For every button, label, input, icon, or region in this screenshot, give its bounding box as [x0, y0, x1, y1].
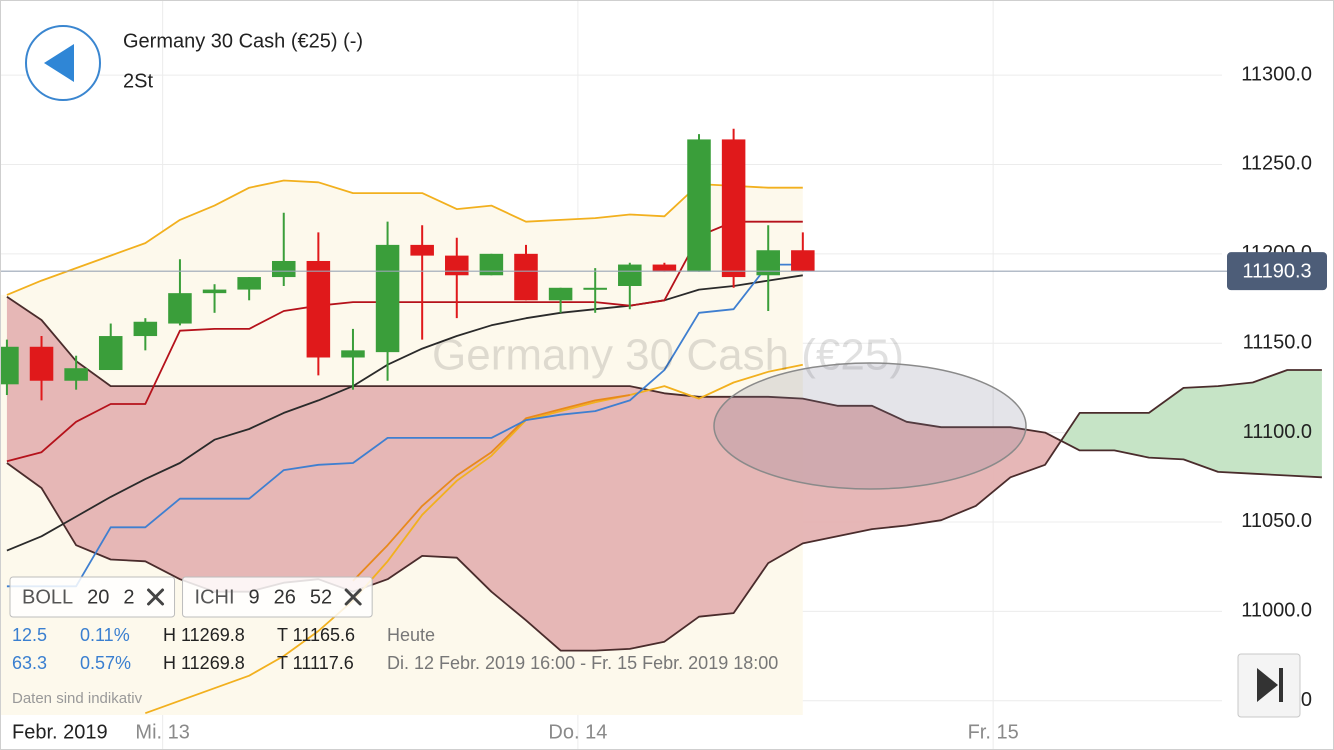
chip-param[interactable]: 9	[249, 586, 260, 608]
plot-area: Germany 30 Cash (€25)	[0, 74, 1322, 715]
info-cell: 0.11%	[80, 625, 130, 645]
info-cell: T 11165.6	[277, 625, 355, 645]
disclaimer: Daten sind indikativ	[12, 690, 143, 707]
candle-body	[306, 260, 331, 358]
candle-body	[583, 287, 607, 290]
info-cell: H 11269.8	[163, 625, 245, 645]
candle-body	[64, 368, 88, 381]
candle-body	[168, 293, 192, 324]
interval-label: 2St	[123, 70, 153, 92]
y-tick-label: 11150.0	[1243, 331, 1312, 353]
jump-icon-bar[interactable]	[1279, 668, 1283, 702]
info-cell: Heute	[387, 625, 435, 645]
chip-box[interactable]	[182, 576, 373, 618]
candle-body	[687, 139, 711, 272]
candle-body	[514, 253, 538, 301]
indicator-chip[interactable]: BOLL 20 2	[9, 576, 176, 618]
candle-body	[756, 250, 780, 276]
back-arrow-icon[interactable]	[44, 44, 74, 82]
ui-layer: Germany 30 Cash (€25) (-) 2St 10950.0110…	[9, 25, 1327, 743]
y-tick-label: 11250.0	[1241, 153, 1312, 175]
watermark: Germany 30 Cash (€25)	[432, 331, 904, 380]
chip-param[interactable]: 52	[310, 586, 332, 608]
y-tick-label: 11100.0	[1243, 421, 1312, 443]
chip-param[interactable]: 2	[123, 586, 134, 608]
candle-body	[791, 250, 815, 272]
x-tick-label: Mi. 13	[135, 721, 189, 743]
indicator-line	[6, 220, 803, 463]
close-x[interactable]	[344, 588, 362, 606]
close-x[interactable]	[147, 588, 165, 606]
indicator-line	[352, 394, 630, 582]
indicator-line	[6, 274, 803, 552]
candle-body	[271, 260, 296, 278]
info-cell: 12.5	[12, 625, 47, 645]
candle-body	[341, 350, 365, 358]
indicator-line	[6, 179, 803, 296]
candle-body	[237, 277, 261, 290]
jump-icon[interactable]	[1257, 668, 1278, 702]
candle-body	[98, 336, 123, 371]
indicator-line	[144, 363, 803, 715]
info-cell: Di. 12 Febr. 2019 16:00 - Fr. 15 Febr. 2…	[387, 653, 778, 673]
chip-name[interactable]: BOLL	[22, 586, 73, 608]
y-tick-label: 11300.0	[1241, 63, 1312, 85]
candle-body	[410, 244, 434, 256]
back-button[interactable]	[25, 25, 101, 101]
chip-param[interactable]: 20	[87, 586, 109, 608]
candle-body	[548, 287, 573, 301]
candle-body	[445, 255, 469, 276]
candle-body	[0, 346, 19, 385]
chip-close-icon[interactable]	[344, 588, 362, 606]
candle-body	[29, 346, 54, 381]
jump-to-end-button[interactable]	[1237, 653, 1301, 718]
x-tick-label: Fr. 15	[968, 721, 1019, 743]
indicator-line	[6, 263, 803, 588]
info-cell: T 11117.6	[277, 653, 354, 673]
x-period-label: Febr. 2019	[12, 721, 108, 743]
chip-box[interactable]	[9, 576, 176, 618]
chip-name[interactable]: ICHI	[195, 586, 235, 608]
info-cell: H 11269.8	[163, 653, 245, 673]
candle-body	[652, 264, 677, 272]
chip-param[interactable]: 26	[274, 586, 296, 608]
chip-close-icon[interactable]	[147, 588, 165, 606]
cloud-span-b	[6, 295, 1322, 479]
cloud-fill	[1061, 370, 1322, 478]
last-price-tag	[1227, 252, 1327, 291]
info-cell: 63.3	[12, 653, 47, 673]
info-cell: 0.57%	[80, 653, 131, 673]
candle-body	[202, 289, 227, 294]
cloud-fill	[6, 296, 1062, 651]
highlight-ellipse	[713, 362, 1027, 490]
candle-body	[375, 244, 400, 353]
candle-body	[618, 264, 642, 286]
x-tick-label: Do. 14	[548, 721, 607, 743]
last-price-label: 11190.3	[1242, 260, 1311, 282]
indicator-chip[interactable]: ICHI 9 26 52	[182, 576, 373, 618]
candle-body	[721, 139, 746, 278]
y-tick-label: 11000.0	[1241, 600, 1312, 622]
instrument-title: Germany 30 Cash (€25) (-)	[123, 30, 363, 52]
candle-body	[479, 253, 504, 276]
y-tick-label: 11050.0	[1241, 510, 1312, 532]
candle-body	[133, 321, 158, 337]
